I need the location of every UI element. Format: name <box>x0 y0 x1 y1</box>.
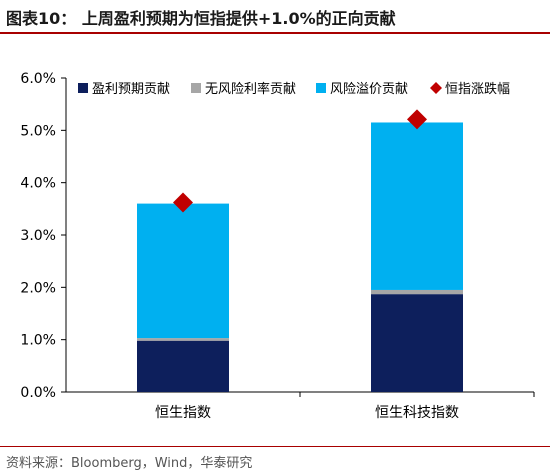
bar-segment <box>137 203 229 339</box>
bar-segment <box>371 122 463 290</box>
legend-label: 风险溢价贡献 <box>330 82 408 97</box>
source-note: 资料来源：Bloomberg，Wind，华泰研究 <box>6 456 253 471</box>
y-tick-label: 5.0% <box>20 123 56 139</box>
index-change-marker <box>407 109 427 130</box>
legend-label: 无风险利率贡献 <box>205 81 296 97</box>
bar-segment <box>371 294 463 392</box>
bar-segment <box>137 340 229 392</box>
y-tick-label: 4.0% <box>20 176 56 192</box>
legend-swatch <box>78 83 88 93</box>
chart-bars <box>137 122 463 392</box>
legend-swatch <box>430 82 442 94</box>
legend-label: 盈利预期贡献 <box>92 82 170 97</box>
chart-title: 图表10： 上周盈利预期为恒指提供+1.0%的正向贡献 <box>6 9 396 28</box>
chart-legend: 盈利预期贡献 无风险利率贡献 风险溢价贡献 恒指涨跌幅 <box>78 81 510 97</box>
legend-label: 恒指涨跌幅 <box>445 81 510 97</box>
title-divider <box>0 32 550 34</box>
bar-segment <box>371 289 463 295</box>
y-tick-label: 0.0% <box>20 385 56 401</box>
stacked-bar-chart: 0.0% 1.0% 2.0% 3.0% 4.0% 5.0% 6.0% 恒生指数 恒生科技指数 盈… <box>20 71 535 421</box>
index-change-marker <box>173 192 193 213</box>
x-tick-label: 恒生科技指数 <box>375 405 459 421</box>
y-tick-label: 6.0% <box>20 71 56 87</box>
y-tick-label: 1.0% <box>20 333 56 349</box>
legend-swatch <box>316 83 326 93</box>
chart-axes: 0.0% 1.0% 2.0% 3.0% 4.0% 5.0% 6.0% 恒生指数 恒生科技指数 <box>20 71 535 421</box>
chart-header: 图表10： 上周盈利预期为恒指提供+1.0%的正向贡献 <box>0 0 550 34</box>
legend-swatch <box>191 83 201 93</box>
footer-divider <box>0 446 550 447</box>
bar-segment <box>137 338 229 341</box>
y-tick-label: 2.0% <box>20 280 56 296</box>
x-tick-label: 恒生指数 <box>155 405 211 421</box>
y-tick-label: 3.0% <box>20 228 56 244</box>
chart-markers <box>173 109 427 213</box>
